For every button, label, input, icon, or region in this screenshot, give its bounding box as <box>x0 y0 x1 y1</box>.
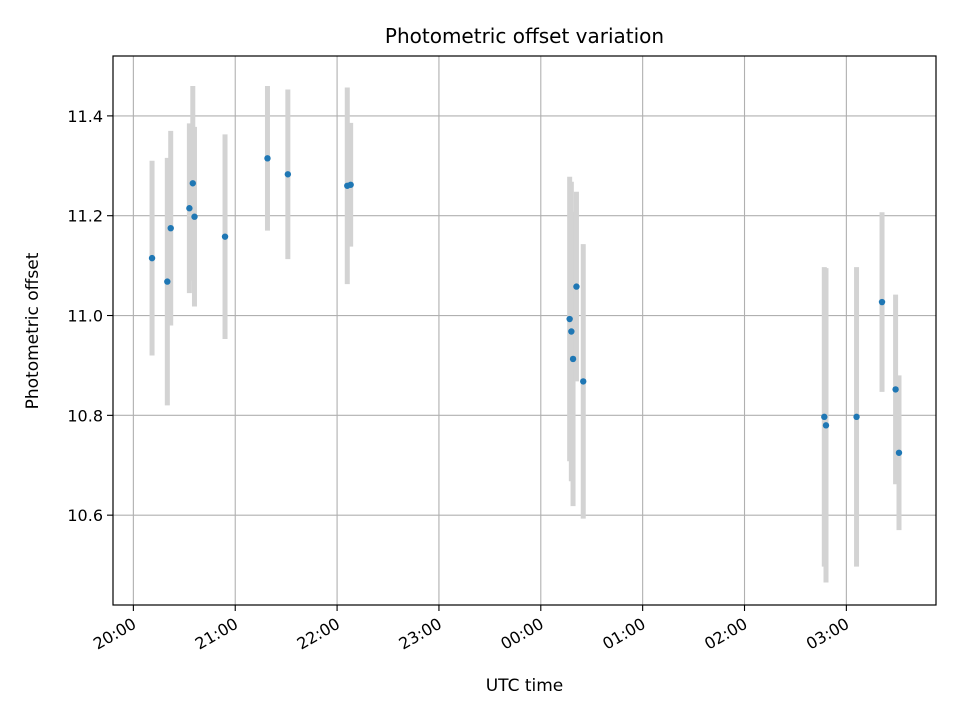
y-axis: 10.6 10.8 11.0 11.2 11.4 <box>67 107 113 525</box>
data-point <box>566 315 573 323</box>
data-point <box>895 449 903 456</box>
data-point <box>191 213 198 220</box>
data-point <box>148 254 156 262</box>
y-tick-label: 10.6 <box>67 506 103 525</box>
grid <box>113 56 936 605</box>
data-point <box>167 224 174 232</box>
chart-title: Photometric offset variation <box>385 24 664 48</box>
plot-frame <box>112 55 937 606</box>
y-tick-label: 11.0 <box>67 307 103 326</box>
data-point <box>189 180 196 187</box>
data-point <box>853 413 860 421</box>
data-point <box>569 355 577 363</box>
data-point <box>822 422 830 429</box>
data-point <box>892 386 899 393</box>
data-point <box>821 413 828 421</box>
y-tick-label: 10.8 <box>67 406 103 425</box>
data-point <box>568 328 575 335</box>
y-tick-label: 11.4 <box>67 107 103 126</box>
data-point <box>573 283 580 290</box>
y-tick-label: 11.2 <box>67 207 103 226</box>
y-axis-label: Photometric offset <box>23 252 43 409</box>
data-point <box>164 278 171 285</box>
data-point <box>284 171 292 178</box>
data-point <box>186 205 193 212</box>
data-point <box>347 181 354 188</box>
data-point <box>264 155 271 162</box>
data-point <box>878 298 886 306</box>
data-points <box>148 155 903 456</box>
data-point <box>221 233 229 240</box>
data-point <box>580 378 587 385</box>
x-axis-label: UTC time <box>486 676 564 696</box>
